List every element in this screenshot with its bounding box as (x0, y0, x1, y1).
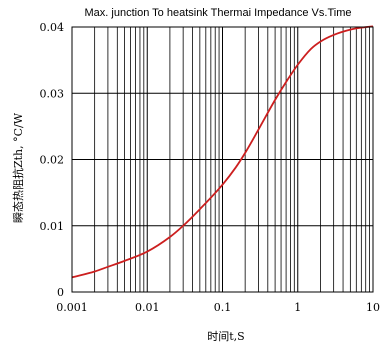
chart-title: Max. junction To heatsink Thermai Impeda… (85, 7, 352, 19)
plot-frame (71, 26, 374, 293)
series-line (71, 25, 374, 279)
y-tick-label: 0.01 (40, 220, 65, 233)
y-axis-label: 瞬态热阻抗Zth, °C/W (11, 112, 25, 223)
y-tick-label: 0.03 (40, 87, 65, 100)
x-tick-label: 0.001 (56, 301, 88, 314)
x-tick-label: 10 (366, 301, 380, 314)
series-layer (71, 25, 374, 279)
x-tick-label: 1 (294, 301, 301, 314)
y-tick-label: 0.04 (40, 21, 65, 34)
y-tick-label: 0 (57, 286, 64, 299)
x-tick-label: 0.01 (135, 301, 160, 314)
y-tick-label: 0.02 (40, 154, 65, 167)
x-axis-label: 时间t,S (207, 330, 244, 343)
grid (71, 26, 373, 293)
tick-labels: 0.001 0.01 0.1 1 10 0 0.01 0.02 0.03 0.04 (40, 21, 381, 314)
x-tick-label: 0.1 (214, 301, 232, 314)
